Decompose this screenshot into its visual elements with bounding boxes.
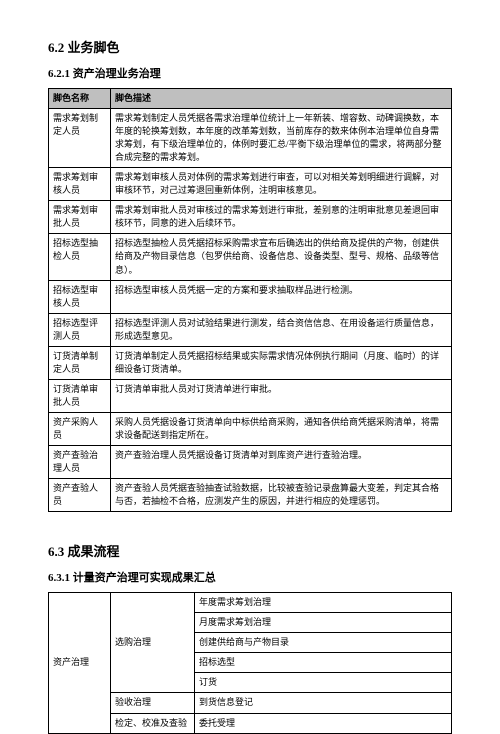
outcome-cell: 创建供给商与产物目录 (195, 633, 452, 653)
table-row: 资产采购人员采购人员凭据设备订货清单向中标供给商采购，通知各供给商凭据采购清单，… (49, 412, 452, 445)
table-row: 需求筹划审核人员需求筹划审核人员对体例的需求筹划进行审查，可以对相关筹划明细进行… (49, 168, 452, 201)
outcome-c1: 资产治理 (49, 593, 111, 733)
section-621-heading: 6.2.1 资产治理业务治理 (48, 66, 452, 83)
role-name-cell: 资产查验人员 (49, 479, 111, 512)
outcome-cell: 订货 (195, 673, 452, 693)
role-name-cell: 需求筹划审批人员 (49, 201, 111, 234)
role-desc-cell: 招标选型审核人员凭据一定的方案和要求抽取样品进行检测。 (111, 280, 452, 313)
table-row: 订货清单审批人员订货清单审批人员对订货清单进行审批。 (49, 379, 452, 412)
table-row: 需求筹划制定人员需求筹划制定人员凭据各需求治理单位统计上一年新装、增容数、动碑调… (49, 109, 452, 168)
outcome-row2-c2: 验收治理 (111, 693, 195, 713)
outcome-table: 资产治理 选购治理 年度需求筹划治理 月度需求筹划治理 创建供给商与产物目录 招… (48, 592, 452, 733)
role-desc-cell: 招标选型评测人员对试验结果进行测发，结合资信信息、在用设备运行质量信息，形成选型… (111, 313, 452, 346)
outcome-row3-c3: 委托受理 (195, 713, 452, 733)
outcome-cell: 月度需求筹划治理 (195, 613, 452, 633)
roles-table: 脚色名称 脚色描述 需求筹划制定人员需求筹划制定人员凭据各需求治理单位统计上一年… (48, 88, 452, 512)
role-desc-cell: 订货清单审批人员对订货清单进行审批。 (111, 379, 452, 412)
outcome-group1-label: 选购治理 (111, 593, 195, 693)
role-desc-cell: 招标选型抽检人员凭据招标采购需求宣布后确选出的供给商及提供的产物，创建供给商及产… (111, 234, 452, 280)
table-row: 招标选型评测人员招标选型评测人员对试验结果进行测发，结合资信信息、在用设备运行质… (49, 313, 452, 346)
role-name-cell: 资产查验治理人员 (49, 446, 111, 479)
section-63-heading: 6.3 成果流程 (48, 542, 452, 562)
role-desc-cell: 资产查验人员凭据查验抽查试验数据，比较被查验记录盘算最大变差，判定其合格与否，若… (111, 479, 452, 512)
section-631-heading: 6.3.1 计量资产治理可实现成果汇总 (48, 570, 452, 587)
role-desc-cell: 订货清单制定人员凭据招标结果或实际需求情况体例执行期间（月度、临时）的详细设备订… (111, 346, 452, 379)
roles-th-name: 脚色名称 (49, 89, 111, 109)
table-row: 订货清单制定人员订货清单制定人员凭据招标结果或实际需求情况体例执行期间（月度、临… (49, 346, 452, 379)
role-name-cell: 招标选型抽检人员 (49, 234, 111, 280)
role-desc-cell: 采购人员凭据设备订货清单向中标供给商采购，通知各供给商凭据采购清单，将需求设备配… (111, 412, 452, 445)
role-name-cell: 资产采购人员 (49, 412, 111, 445)
role-name-cell: 需求筹划审核人员 (49, 168, 111, 201)
outcome-cell: 招标选型 (195, 653, 452, 673)
role-name-cell: 招标选型评测人员 (49, 313, 111, 346)
role-name-cell: 需求筹划制定人员 (49, 109, 111, 168)
section-62-heading: 6.2 业务脚色 (48, 38, 452, 58)
outcome-row3-c2: 检定、校准及查验 (111, 713, 195, 733)
table-row: 招标选型审核人员招标选型审核人员凭据一定的方案和要求抽取样品进行检测。 (49, 280, 452, 313)
role-desc-cell: 需求筹划审核人员对体例的需求筹划进行审查，可以对相关筹划明细进行调解，对审核环节… (111, 168, 452, 201)
role-name-cell: 订货清单审批人员 (49, 379, 111, 412)
role-desc-cell: 需求筹划制定人员凭据各需求治理单位统计上一年新装、增容数、动碑调换数，本年度的轮… (111, 109, 452, 168)
table-row: 招标选型抽检人员招标选型抽检人员凭据招标采购需求宣布后确选出的供给商及提供的产物… (49, 234, 452, 280)
role-name-cell: 招标选型审核人员 (49, 280, 111, 313)
table-row: 资产查验治理人员资产查验治理人员凭据设备订货清单对到库资产进行查验治理。 (49, 446, 452, 479)
table-row: 资产查验人员资产查验人员凭据查验抽查试验数据，比较被查验记录盘算最大变差，判定其… (49, 479, 452, 512)
outcome-cell: 年度需求筹划治理 (195, 593, 452, 613)
roles-th-desc: 脚色描述 (111, 89, 452, 109)
role-name-cell: 订货清单制定人员 (49, 346, 111, 379)
role-desc-cell: 资产查验治理人员凭据设备订货清单对到库资产进行查验治理。 (111, 446, 452, 479)
outcome-row2-c3: 到货信息登记 (195, 693, 452, 713)
role-desc-cell: 需求筹划审批人员对审核过的需求筹划进行审批，差别意的注明审批意见差退回审核环节，… (111, 201, 452, 234)
table-row: 需求筹划审批人员需求筹划审批人员对审核过的需求筹划进行审批，差别意的注明审批意见… (49, 201, 452, 234)
